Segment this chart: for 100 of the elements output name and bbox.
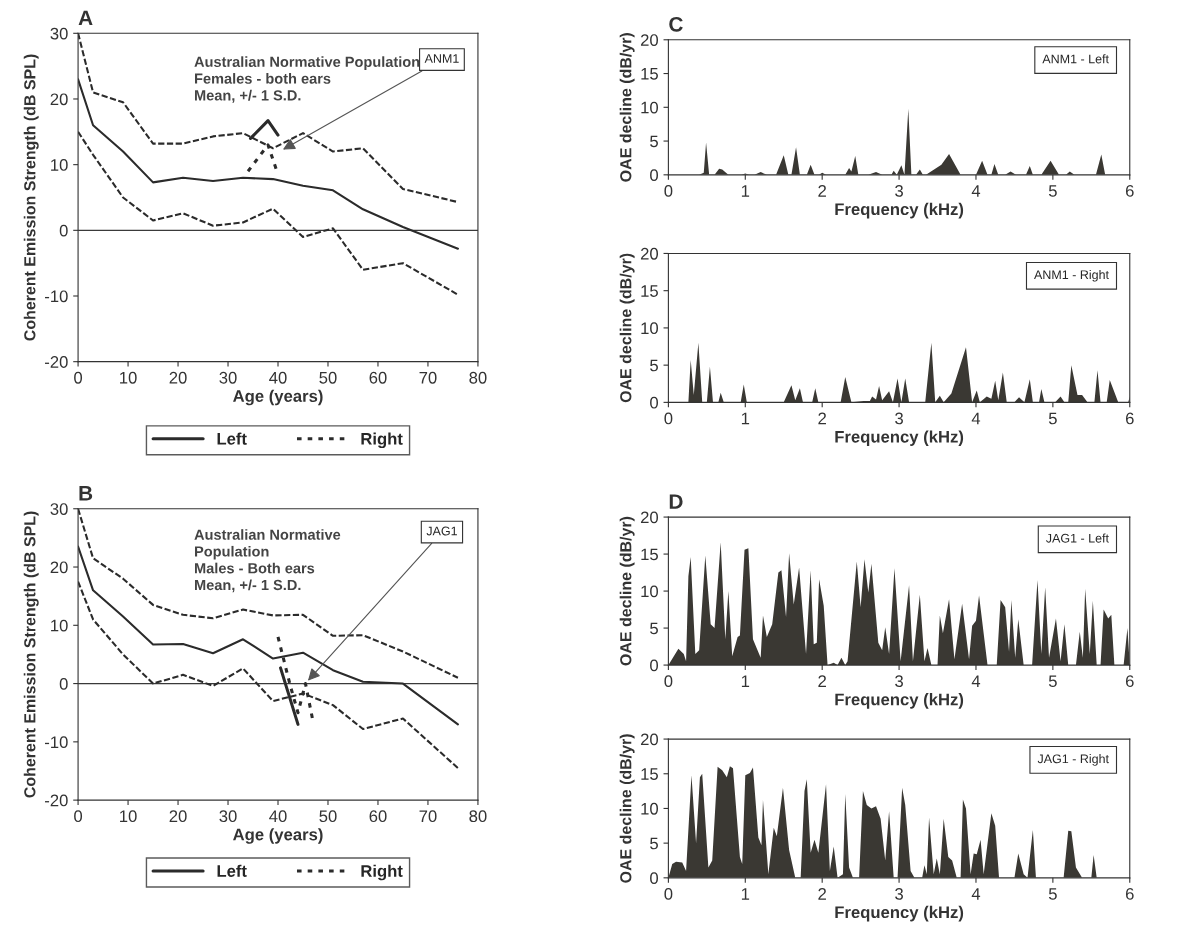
y-tick-label: 20 <box>640 733 659 746</box>
x-axis-title: Frequency (kHz) <box>835 905 964 922</box>
x-tick-label: 0 <box>74 810 83 823</box>
x-axis-title: Age (years) <box>233 389 323 406</box>
y-axis-title: Coherent Emission Strength (dB SPL) <box>23 54 39 341</box>
annotation: ANM1 - Left <box>1042 54 1109 64</box>
chart-title: B <box>79 486 93 501</box>
x-tick-label: 1 <box>741 675 750 687</box>
y-tick-label: 30 <box>50 27 68 40</box>
x-tick-label: 0 <box>74 371 83 384</box>
x-tick-label: 4 <box>971 412 981 425</box>
x-tick-label: 50 <box>319 371 337 384</box>
x-tick-label: 0 <box>664 184 673 197</box>
y-tick-label: 0 <box>650 169 659 182</box>
x-tick-label: 5 <box>1048 412 1057 425</box>
x-tick-label: 70 <box>419 371 437 384</box>
x-tick-label: 6 <box>1125 887 1134 900</box>
x-axis-title: Age (years) <box>233 828 323 844</box>
x-tick-label: 1 <box>741 888 750 900</box>
x-tick-label: 3 <box>895 675 903 688</box>
y-tick-label: 5 <box>650 135 658 148</box>
y-tick-label: 15 <box>641 768 658 780</box>
x-tick-label: 60 <box>369 371 387 384</box>
x-tick-label: 0 <box>664 412 673 425</box>
x-tick-label: 6 <box>1125 412 1134 425</box>
y-tick-label: 5 <box>650 837 658 850</box>
y-axis-title: OAE decline (dB/yr) <box>619 516 635 666</box>
annotation: JAG1 - Right <box>1037 754 1109 766</box>
legend-label: Right <box>361 432 403 449</box>
y-tick-label: -10 <box>45 290 68 303</box>
y-tick-label: 15 <box>641 548 658 561</box>
x-tick-label: 2 <box>818 412 826 425</box>
x-tick-label: 40 <box>269 371 287 384</box>
y-tick-label: 0 <box>650 872 659 885</box>
y-tick-label: -20 <box>45 794 68 807</box>
legend-label: Left <box>217 864 247 877</box>
x-tick-label: 4 <box>971 675 981 687</box>
chart-title: A <box>78 10 93 25</box>
x-tick-label: 1 <box>741 185 750 197</box>
x-tick-label: 10 <box>120 810 137 823</box>
x-tick-label: 30 <box>219 371 237 384</box>
x-tick-label: 30 <box>219 810 237 823</box>
annotation: ANM1 <box>424 54 459 63</box>
x-tick-label: 20 <box>169 810 187 823</box>
x-axis-title: Frequency (kHz) <box>835 693 964 709</box>
y-tick-label: 10 <box>641 322 659 335</box>
y-tick-label: -10 <box>45 736 68 749</box>
y-tick-label: 10 <box>641 585 659 598</box>
x-tick-label: 10 <box>120 371 137 384</box>
legend-label: Left <box>217 432 247 445</box>
x-tick-label: 3 <box>895 887 903 900</box>
x-tick-label: 2 <box>818 675 826 687</box>
y-tick-label: 20 <box>50 561 68 574</box>
x-tick-label: 2 <box>818 184 826 197</box>
x-tick-label: 80 <box>469 371 487 384</box>
x-tick-label: 1 <box>741 412 750 425</box>
x-axis-title: Frequency (kHz) <box>835 430 964 446</box>
chart-title: D <box>669 494 683 509</box>
x-tick-label: 50 <box>319 810 337 823</box>
x-tick-label: 20 <box>169 371 187 384</box>
y-tick-label: 10 <box>51 619 68 632</box>
y-tick-label: -20 <box>45 356 68 368</box>
y-tick-label: 20 <box>640 511 659 524</box>
x-tick-label: 6 <box>1125 184 1134 197</box>
x-tick-label: 60 <box>369 810 387 823</box>
x-tick-label: 4 <box>971 888 981 900</box>
y-axis-title: OAE decline (dB/yr) <box>619 734 635 883</box>
y-tick-label: 0 <box>59 224 68 237</box>
x-tick-label: 5 <box>1048 185 1057 197</box>
x-tick-label: 80 <box>469 810 487 823</box>
annotation: ANM1 - Right <box>1034 269 1109 282</box>
x-tick-label: 0 <box>664 675 673 688</box>
y-tick-label: 10 <box>51 159 68 171</box>
y-tick-label: 5 <box>650 622 658 635</box>
annotation: Australian Normative Population Males - Both ears Mean, +/- 1 S.D. <box>194 529 341 593</box>
y-tick-label: 20 <box>50 93 68 106</box>
y-tick-label: 15 <box>641 68 658 80</box>
x-tick-label: 5 <box>1048 675 1057 688</box>
x-tick-label: 40 <box>269 810 287 823</box>
y-axis-title: Coherent Emission Strength (dB SPL) <box>23 511 39 798</box>
y-tick-label: 0 <box>650 659 659 672</box>
y-tick-label: 10 <box>641 101 659 114</box>
y-tick-label: 5 <box>650 359 658 372</box>
x-tick-label: 5 <box>1048 888 1057 900</box>
y-axis-title: OAE decline (dB/yr) <box>619 33 635 182</box>
x-tick-label: 70 <box>419 810 437 823</box>
x-tick-label: 4 <box>971 185 981 197</box>
x-tick-label: 2 <box>818 887 826 900</box>
x-tick-label: 3 <box>895 412 903 425</box>
y-axis-title: OAE decline (dB/yr) <box>619 253 635 403</box>
annotation: JAG1 <box>426 526 457 536</box>
annotation: JAG1 - Left <box>1045 533 1109 543</box>
annotation: Australian Normative Population Females - both ears Mean, +/- 1 S.D. <box>194 56 420 103</box>
y-tick-label: 10 <box>641 802 659 815</box>
y-tick-label: 15 <box>641 285 658 297</box>
x-tick-label: 6 <box>1125 675 1134 688</box>
y-tick-label: 30 <box>50 503 68 515</box>
x-tick-label: 0 <box>664 887 673 900</box>
y-tick-label: 0 <box>650 396 659 409</box>
chart-title: C <box>669 16 683 32</box>
